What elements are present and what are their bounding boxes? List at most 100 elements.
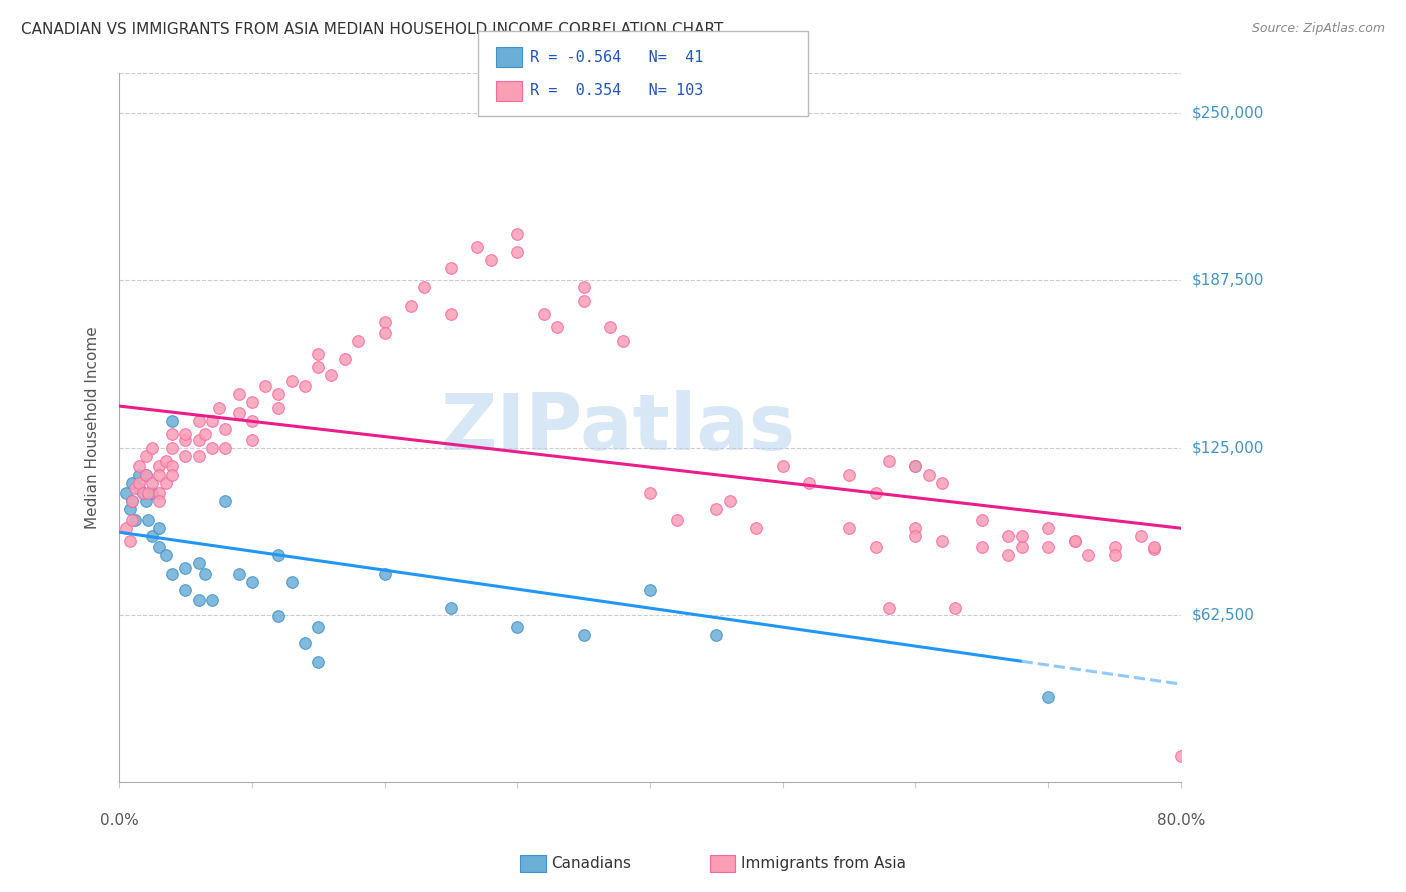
Point — [294, 379, 316, 393]
Point — [267, 548, 290, 562]
Point — [546, 320, 568, 334]
Point — [918, 467, 941, 482]
Point — [877, 454, 900, 468]
Text: $250,000: $250,000 — [1192, 105, 1264, 120]
Point — [174, 582, 197, 597]
Point — [865, 540, 887, 554]
Point — [333, 352, 356, 367]
Point — [373, 326, 395, 340]
Y-axis label: Median Household Income: Median Household Income — [86, 326, 100, 529]
Point — [121, 513, 143, 527]
Point — [904, 459, 927, 474]
Point — [1170, 748, 1192, 763]
Point — [347, 334, 370, 348]
Point — [187, 414, 209, 428]
Text: Immigrants from Asia: Immigrants from Asia — [741, 856, 905, 871]
Point — [124, 481, 146, 495]
Point — [970, 540, 993, 554]
Point — [141, 529, 163, 543]
Point — [141, 441, 163, 455]
Point — [665, 513, 688, 527]
Point — [1011, 540, 1033, 554]
Point — [799, 475, 821, 490]
Text: $62,500: $62,500 — [1192, 607, 1256, 623]
Point — [141, 486, 163, 500]
Point — [997, 529, 1019, 543]
Point — [121, 494, 143, 508]
Point — [187, 593, 209, 607]
Point — [1038, 690, 1060, 704]
Point — [124, 513, 146, 527]
Text: ZIPatlas: ZIPatlas — [440, 390, 796, 466]
Point — [174, 449, 197, 463]
Point — [307, 620, 329, 634]
Point — [141, 475, 163, 490]
Point — [214, 422, 236, 436]
Text: Source: ZipAtlas.com: Source: ZipAtlas.com — [1251, 22, 1385, 36]
Point — [148, 459, 170, 474]
Point — [321, 368, 343, 383]
Point — [228, 566, 250, 581]
Text: 0.0%: 0.0% — [100, 813, 138, 828]
Text: 80.0%: 80.0% — [1157, 813, 1205, 828]
Point — [136, 513, 159, 527]
Point — [160, 459, 183, 474]
Point — [440, 307, 463, 321]
Point — [160, 441, 183, 455]
Point — [838, 467, 860, 482]
Point — [148, 494, 170, 508]
Text: R = -0.564   N=  41: R = -0.564 N= 41 — [530, 50, 703, 64]
Point — [506, 245, 529, 260]
Point — [904, 521, 927, 535]
Point — [280, 574, 302, 589]
Point — [1143, 540, 1166, 554]
Point — [187, 433, 209, 447]
Point — [201, 441, 224, 455]
Point — [174, 433, 197, 447]
Point — [506, 227, 529, 241]
Point — [1104, 540, 1126, 554]
Point — [128, 475, 150, 490]
Point — [307, 655, 329, 669]
Point — [1038, 540, 1060, 554]
Point — [307, 360, 329, 375]
Point — [135, 449, 157, 463]
Point — [572, 628, 595, 642]
Point — [160, 467, 183, 482]
Point — [267, 387, 290, 401]
Point — [1038, 521, 1060, 535]
Point — [118, 534, 141, 549]
Point — [572, 280, 595, 294]
Point — [267, 609, 290, 624]
Point — [240, 433, 263, 447]
Point — [194, 427, 217, 442]
Point — [228, 406, 250, 420]
Point — [307, 347, 329, 361]
Point — [612, 334, 634, 348]
Point — [214, 494, 236, 508]
Point — [599, 320, 621, 334]
Point — [267, 401, 290, 415]
Point — [155, 475, 177, 490]
Point — [838, 521, 860, 535]
Point — [155, 548, 177, 562]
Point — [1011, 529, 1033, 543]
Point — [240, 414, 263, 428]
Point — [373, 315, 395, 329]
Text: Canadians: Canadians — [551, 856, 631, 871]
Point — [1130, 529, 1153, 543]
Point — [114, 486, 136, 500]
Point — [1143, 542, 1166, 557]
Point — [207, 401, 229, 415]
Point — [136, 486, 159, 500]
Point — [1063, 534, 1085, 549]
Point — [160, 427, 183, 442]
Point — [904, 459, 927, 474]
Point — [865, 486, 887, 500]
Text: R =  0.354   N= 103: R = 0.354 N= 103 — [530, 84, 703, 98]
Point — [718, 494, 741, 508]
Point — [118, 502, 141, 516]
Text: $187,500: $187,500 — [1192, 273, 1264, 288]
Point — [467, 240, 489, 254]
Point — [479, 253, 502, 268]
